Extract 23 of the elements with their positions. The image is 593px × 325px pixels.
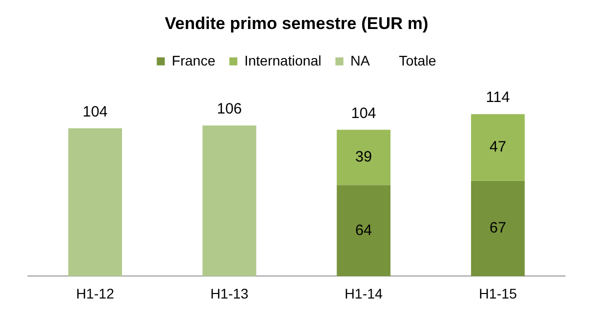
bar xyxy=(336,130,390,186)
bar xyxy=(202,125,256,276)
x-tick-label: H1-12 xyxy=(76,285,114,302)
total-label: 114 xyxy=(486,89,510,106)
x-tick-label: H1-13 xyxy=(210,285,249,302)
chart-title: Vendite primo semestre (EUR m) xyxy=(164,14,428,33)
data-label: 47 xyxy=(490,138,506,156)
x-tick-label: H1-14 xyxy=(344,285,383,302)
x-tick-label: H1-15 xyxy=(478,285,518,302)
data-label: 39 xyxy=(355,148,372,166)
legend-label: France xyxy=(172,52,216,68)
bar xyxy=(336,185,390,276)
total-label: 104 xyxy=(82,103,108,120)
data-label: 64 xyxy=(355,222,372,239)
legend-label: International xyxy=(244,52,322,68)
data-label: 67 xyxy=(490,220,506,237)
text: Totale xyxy=(398,52,436,68)
total-label: 104 xyxy=(351,104,376,122)
legend-label: NA xyxy=(350,52,371,68)
bar xyxy=(471,180,525,276)
bar xyxy=(471,114,525,181)
bar xyxy=(68,128,122,276)
total-label: 106 xyxy=(216,100,242,118)
